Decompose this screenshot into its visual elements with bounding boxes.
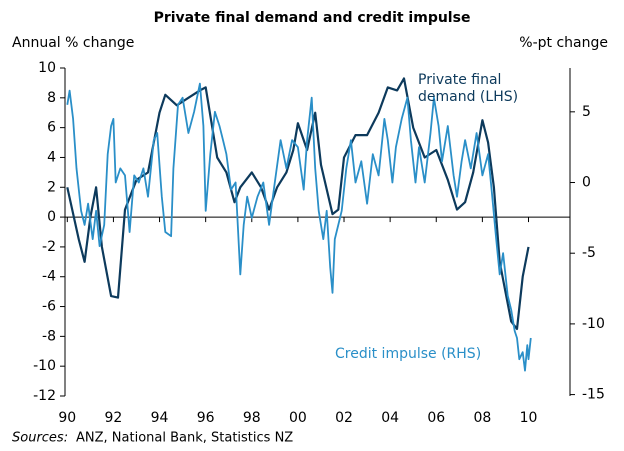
y-tick-label: -2 — [42, 239, 56, 255]
y2-tick-label: 5 — [582, 104, 591, 120]
x-tick-label: 98 — [243, 410, 261, 426]
series-label: demand (LHS) — [418, 89, 518, 105]
source-label: Sources: — [12, 431, 68, 446]
y-tick-label: -6 — [42, 299, 56, 315]
series-line — [66, 82, 532, 372]
y-tick-label: 0 — [47, 209, 56, 225]
y-tick-label: 4 — [47, 149, 56, 165]
x-tick-label: 06 — [427, 410, 445, 426]
x-tick-label: 04 — [381, 410, 399, 426]
x-tick-label: 90 — [58, 410, 76, 426]
y-tick-label: -4 — [42, 269, 56, 285]
x-tick-label: 92 — [105, 410, 123, 426]
y2-axis-label: %-pt change — [519, 35, 608, 51]
y-tick-label: -12 — [33, 388, 56, 404]
x-tick-label: 10 — [520, 410, 538, 426]
x-tick-label: 96 — [197, 410, 215, 426]
x-tick-label: 94 — [151, 410, 169, 426]
y-tick-label: -10 — [33, 358, 56, 374]
y-tick-label: 6 — [47, 120, 56, 136]
y-tick-label: 10 — [38, 60, 56, 76]
y2-tick-label: -15 — [582, 387, 605, 403]
y2-tick-label: -10 — [582, 316, 605, 332]
x-tick-label: 02 — [335, 410, 353, 426]
y-tick-label: -8 — [42, 328, 56, 344]
y-tick-label: 2 — [47, 179, 56, 195]
series-line — [66, 77, 530, 330]
chart-title: Private final demand and credit impulse — [154, 10, 471, 26]
source: ANZ, National Bank, Statistics NZ — [76, 431, 293, 446]
series-label: Private final — [418, 72, 501, 88]
y-tick-label: 8 — [47, 90, 56, 106]
y-axis-label: Annual % change — [12, 35, 134, 51]
x-tick-label: 08 — [473, 410, 491, 426]
y2-tick-label: 0 — [582, 175, 591, 191]
series-label: Credit impulse (RHS) — [335, 346, 481, 362]
x-tick-label: 00 — [289, 410, 307, 426]
y2-tick-label: -5 — [582, 245, 596, 261]
